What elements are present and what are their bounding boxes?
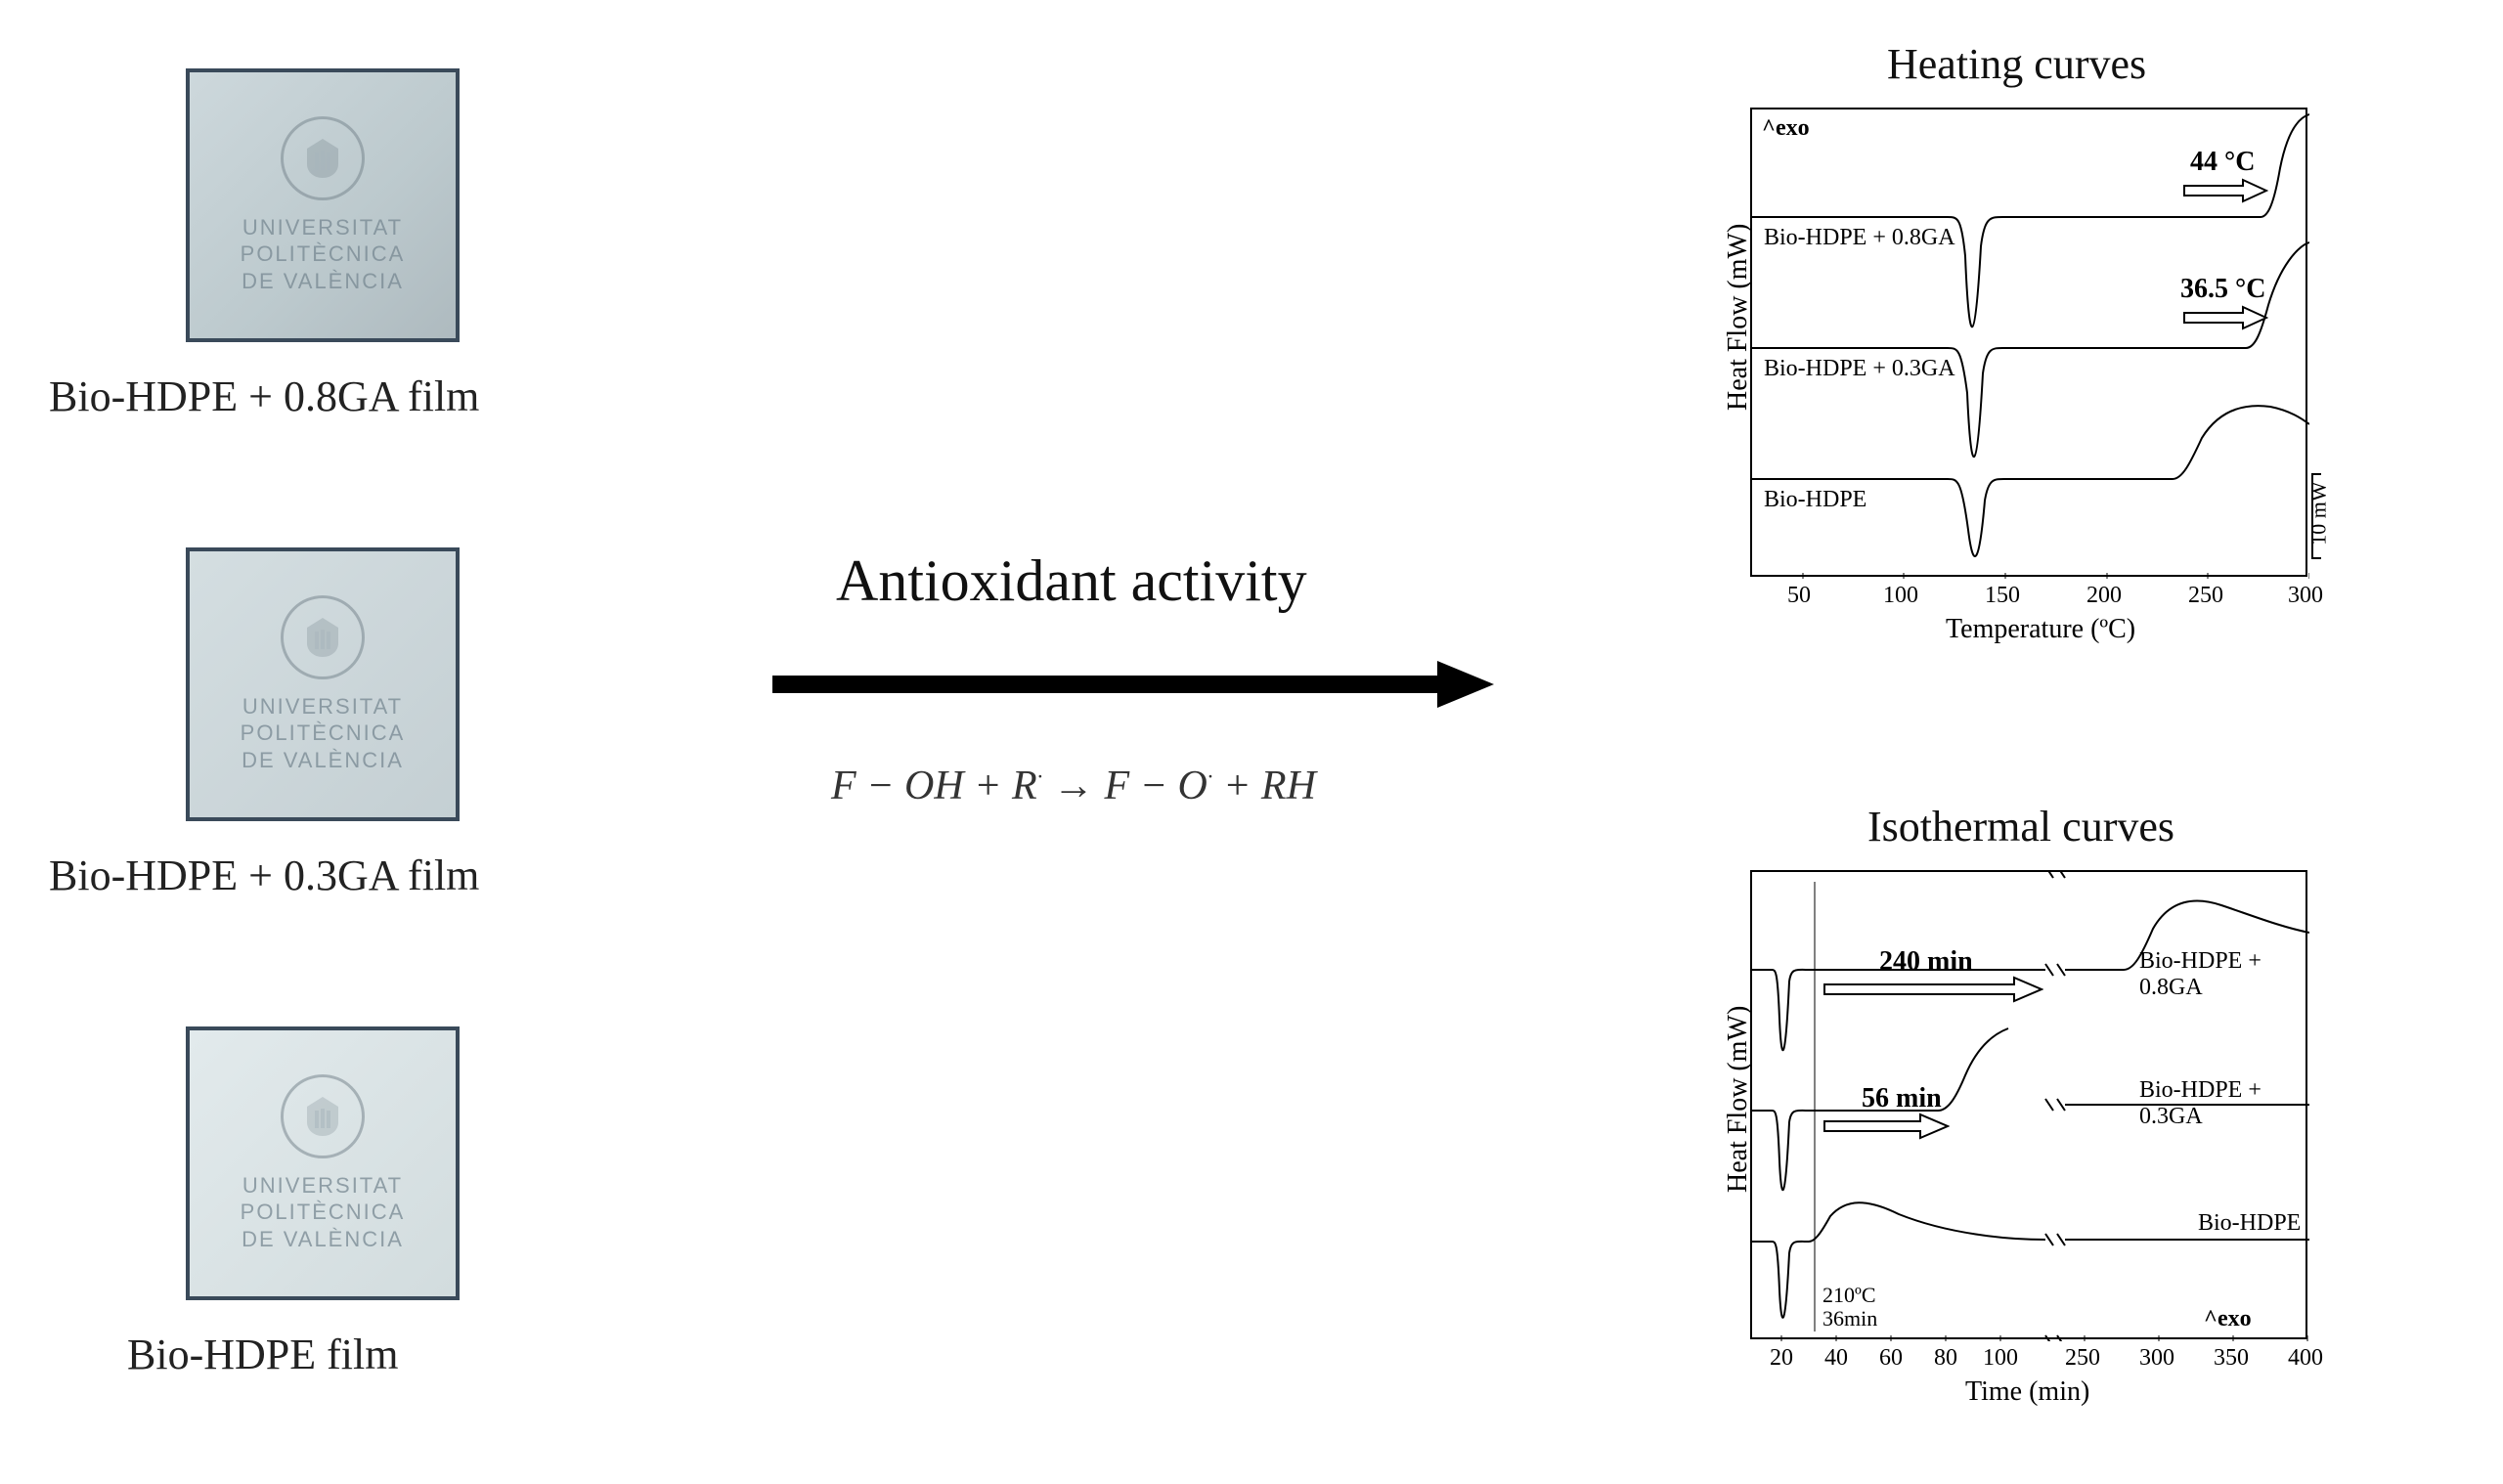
xtick: 400 [2288, 1345, 2323, 1372]
film-image: UNIVERSITAT POLITÈCNICA DE VALÈNCIA [186, 1026, 460, 1300]
figure-root: UNIVERSITAT POLITÈCNICA DE VALÈNCIA Bio-… [0, 0, 2503, 1484]
vline-label: 210ºC [1822, 1283, 1876, 1308]
reaction-equation: F − OH + R· → F − O· + RH [831, 763, 1316, 809]
delta-annot: 240 min [1879, 946, 1973, 978]
xtick: 300 [2288, 583, 2323, 609]
exo-label: ^exo [1762, 115, 1810, 142]
center-title: Antioxidant activity [836, 547, 1307, 615]
film-sample-0.8ga: UNIVERSITAT POLITÈCNICA DE VALÈNCIA Bio-… [186, 68, 460, 421]
film-sample-0.3ga: UNIVERSITAT POLITÈCNICA DE VALÈNCIA Bio-… [186, 547, 460, 900]
upv-emblem-icon [281, 116, 365, 200]
upv-emblem-icon [281, 1074, 365, 1158]
xtick: 350 [2214, 1345, 2249, 1372]
hollow-arrow-icon [1822, 976, 2043, 1003]
series-label: Bio-HDPE + 0.8GA [1764, 225, 1955, 251]
xtick: 250 [2188, 583, 2223, 609]
scalebar-label: 10 mW [2305, 481, 2331, 545]
series-label: Bio-HDPE [1764, 487, 1866, 513]
hollow-arrow-icon [2182, 178, 2268, 203]
film-caption: Bio-HDPE + 0.3GA film [49, 851, 460, 900]
film-sample-neat: UNIVERSITAT POLITÈCNICA DE VALÈNCIA Bio-… [186, 1026, 460, 1379]
heating-chart: Bio-HDPE + 0.8GA Bio-HDPE + 0.3GA Bio-HD… [1750, 108, 2307, 577]
xtick: 100 [1883, 583, 1918, 609]
delta-annot: 56 min [1862, 1083, 1942, 1114]
isothermal-xlabel: Time (min) [1965, 1376, 2089, 1408]
hollow-arrow-icon [2182, 305, 2268, 330]
xtick: 100 [1983, 1345, 2018, 1372]
series-label: Bio-HDPE + 0.3GA [1764, 356, 1955, 382]
exo-label: ^exo [2204, 1306, 2252, 1332]
delta-annot: 44 °C [2190, 147, 2255, 178]
xtick: 40 [1824, 1345, 1848, 1372]
big-arrow-icon [772, 655, 1496, 714]
film-caption: Bio-HDPE + 0.8GA film [49, 371, 460, 421]
xtick: 200 [2086, 583, 2122, 609]
film-image: UNIVERSITAT POLITÈCNICA DE VALÈNCIA [186, 68, 460, 342]
film-watermark: UNIVERSITAT POLITÈCNICA DE VALÈNCIA [241, 1172, 406, 1253]
xtick: 250 [2065, 1345, 2100, 1372]
isothermal-chart: Bio-HDPE + 0.8GA Bio-HDPE + 0.3GA Bio-HD… [1750, 870, 2307, 1339]
isothermal-chart-title: Isothermal curves [1867, 802, 2174, 851]
xtick: 150 [1985, 583, 2020, 609]
series-label: Bio-HDPE + 0.3GA [2139, 1077, 2305, 1130]
hollow-arrow-icon [1822, 1113, 1950, 1140]
film-watermark: UNIVERSITAT POLITÈCNICA DE VALÈNCIA [241, 214, 406, 295]
delta-annot: 36.5 °C [2180, 274, 2265, 305]
heating-xlabel: Temperature (ºC) [1946, 614, 2135, 645]
film-caption: Bio-HDPE film [127, 1330, 460, 1379]
vline-label: 36min [1822, 1306, 1877, 1331]
series-label: Bio-HDPE + 0.8GA [2139, 948, 2305, 1001]
upv-emblem-icon [281, 595, 365, 679]
series-label: Bio-HDPE [2198, 1210, 2301, 1237]
film-watermark: UNIVERSITAT POLITÈCNICA DE VALÈNCIA [241, 693, 406, 774]
heating-chart-title: Heating curves [1887, 39, 2146, 89]
xtick: 50 [1787, 583, 1811, 609]
film-image: UNIVERSITAT POLITÈCNICA DE VALÈNCIA [186, 547, 460, 821]
xtick: 20 [1770, 1345, 1793, 1372]
xtick: 80 [1934, 1345, 1957, 1372]
xtick: 60 [1879, 1345, 1903, 1372]
xtick: 300 [2139, 1345, 2174, 1372]
